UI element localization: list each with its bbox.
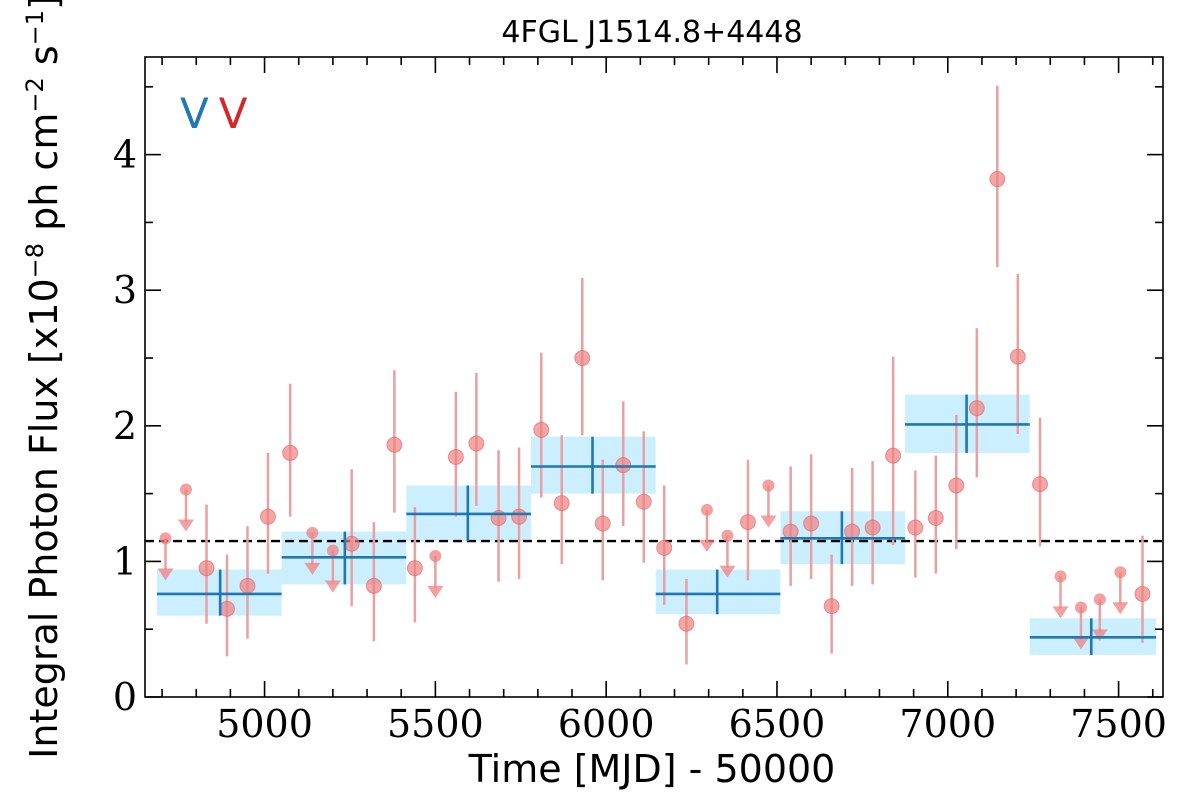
- y-label-exp3: −1: [21, 10, 49, 45]
- flux-point-12: [406, 560, 423, 577]
- y-tick-label-0: 0: [113, 675, 137, 719]
- chart-title: 4FGL J1514.8+4448: [501, 15, 802, 50]
- flux-point-11: [386, 436, 403, 453]
- upper-limit-arrow-7: [304, 562, 321, 575]
- upper-limit-arrow-0: [157, 568, 174, 581]
- upper-limit-point-8: [326, 544, 339, 557]
- y-label-mid2: s: [22, 45, 66, 77]
- flux-point-40: [989, 171, 1006, 188]
- upper-limit-arrow-27: [719, 565, 736, 578]
- legend-entry-red: V: [219, 89, 248, 138]
- y-label-mid: ph cm: [22, 113, 66, 243]
- upper-limit-point-29: [762, 479, 775, 492]
- flux-point-2: [198, 560, 215, 577]
- flux-point-47: [1134, 585, 1151, 602]
- upper-limit-point-45: [1093, 593, 1106, 606]
- flux-point-28: [739, 514, 756, 531]
- upper-limit-point-7: [306, 526, 319, 539]
- flux-point-25: [678, 615, 695, 632]
- flux-point-33: [844, 523, 861, 540]
- upper-limit-point-46: [1114, 566, 1127, 579]
- flux-point-39: [968, 400, 985, 417]
- flux-point-18: [533, 421, 550, 438]
- flux-point-34: [864, 519, 881, 536]
- upper-limit-arrow-29: [760, 515, 777, 528]
- y-tick-label-3: 3: [113, 268, 137, 312]
- flux-point-22: [615, 457, 632, 474]
- upper-limit-arrow-26: [698, 539, 715, 552]
- y-tick-label-1: 1: [113, 539, 137, 583]
- flux-point-35: [885, 447, 902, 464]
- flux-point-31: [803, 515, 820, 532]
- y-tick-label-2: 2: [113, 404, 137, 448]
- x-axis-label: Time [MJD] - 50000: [468, 747, 836, 791]
- flux-point-19: [553, 495, 570, 512]
- flux-point-9: [343, 535, 360, 552]
- flux-point-36: [907, 519, 924, 536]
- y-label-exp2: −2: [21, 77, 49, 112]
- flux-point-30: [782, 523, 799, 540]
- flux-point-14: [447, 449, 464, 465]
- flux-point-20: [574, 350, 591, 367]
- upper-limit-point-43: [1054, 570, 1067, 583]
- flux-point-4: [239, 577, 256, 594]
- upper-limit-arrow-45: [1091, 629, 1108, 642]
- upper-limit-point-44: [1075, 601, 1088, 614]
- flux-point-24: [656, 539, 673, 556]
- flux-points: [157, 85, 1151, 665]
- bin-bands: [156, 394, 1157, 655]
- x-tick-label-6000: 6000: [558, 702, 655, 746]
- axis-ticks: 5000 5500 6000 6500 7000 7500 0 1 2 3 4: [113, 57, 1167, 746]
- y-label-end: ]: [22, 0, 66, 10]
- flux-point-15: [468, 435, 485, 452]
- flux-point-21: [594, 515, 611, 532]
- bin-markers: [156, 394, 1157, 655]
- upper-limit-arrow-46: [1112, 602, 1129, 615]
- x-tick-label-6500: 6500: [729, 702, 826, 746]
- y-label-base: Integral Photon Flux [x10: [22, 278, 66, 759]
- flux-point-5: [259, 508, 276, 525]
- upper-limit-arrow-8: [324, 580, 341, 593]
- flux-point-6: [282, 444, 299, 461]
- flux-point-3: [218, 600, 235, 617]
- flux-point-23: [635, 493, 652, 510]
- y-label-exp1: −8: [21, 243, 49, 278]
- upper-limit-arrow-44: [1073, 637, 1090, 650]
- legend-entry-blue: V: [180, 89, 209, 138]
- x-tick-label-5500: 5500: [387, 702, 484, 746]
- flux-point-42: [1032, 476, 1049, 493]
- upper-limit-point-13: [429, 549, 442, 562]
- y-tick-label-4: 4: [113, 133, 137, 177]
- flux-point-37: [927, 510, 944, 527]
- x-tick-label-7000: 7000: [899, 702, 996, 746]
- upper-limit-arrow-43: [1052, 606, 1069, 619]
- upper-limit-point-1: [179, 483, 192, 496]
- flux-point-32: [823, 598, 840, 615]
- upper-limit-arrow-13: [427, 585, 444, 598]
- plot-frame: [144, 56, 1164, 698]
- y-axis-label: Integral Photon Flux [x10−8 ph cm−2 s−1]: [21, 0, 66, 759]
- upper-limit-arrow-1: [177, 519, 194, 532]
- upper-limit-point-27: [721, 529, 734, 542]
- x-tick-label-7500: 7500: [1070, 702, 1167, 746]
- flux-point-41: [1009, 348, 1026, 365]
- x-tick-label-5000: 5000: [216, 702, 313, 746]
- flux-point-17: [511, 508, 528, 525]
- upper-limit-point-26: [700, 503, 713, 516]
- flux-point-38: [948, 477, 965, 494]
- flux-point-10: [365, 577, 382, 594]
- upper-limit-point-0: [159, 532, 172, 545]
